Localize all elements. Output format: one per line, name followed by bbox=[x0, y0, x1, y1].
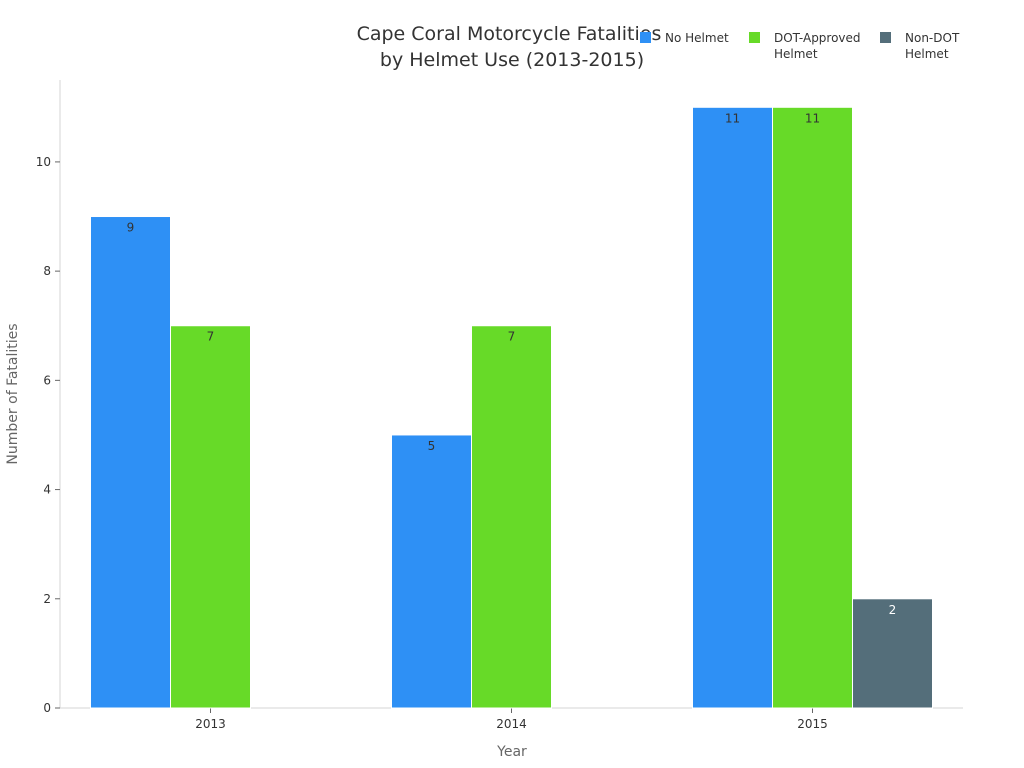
legend-label: Helmet bbox=[905, 47, 949, 61]
chart-title-line-1: Cape Coral Motorcycle Fatalities bbox=[357, 23, 662, 45]
bar-value-label: 11 bbox=[725, 111, 740, 125]
legend-swatch bbox=[749, 32, 760, 43]
bar-value-label: 9 bbox=[127, 221, 135, 235]
y-tick-label: 0 bbox=[43, 701, 51, 715]
x-tick-label: 2013 bbox=[195, 717, 226, 731]
legend-item: DOT-Approved Helmet bbox=[749, 31, 861, 61]
legend-label: DOT-Approved bbox=[774, 31, 861, 45]
bar-value-label: 2 bbox=[889, 603, 897, 617]
bar-value-label: 11 bbox=[805, 111, 820, 125]
bar bbox=[852, 598, 933, 709]
bar bbox=[170, 325, 251, 709]
bar-value-label: 7 bbox=[508, 330, 516, 344]
legend-item: No Helmet bbox=[640, 31, 729, 45]
y-tick-label: 10 bbox=[36, 155, 51, 169]
legend: No Helmet DOT-Approved Helmet Non-DOT Helmet bbox=[640, 31, 960, 61]
legend-label: Non-DOT bbox=[905, 31, 960, 45]
y-axis-title: Number of Fatalities bbox=[5, 323, 21, 464]
y-tick-label: 4 bbox=[43, 483, 51, 497]
legend-label: No Helmet bbox=[665, 31, 729, 45]
chart-title: Cape Coral Motorcycle Fatalities by Helm… bbox=[357, 23, 668, 71]
y-tick-label: 8 bbox=[43, 264, 51, 278]
y-tick-label: 6 bbox=[43, 373, 51, 387]
x-tick-label: 2014 bbox=[496, 717, 527, 731]
bar bbox=[391, 434, 472, 709]
x-axis-title: Year bbox=[496, 744, 527, 760]
legend-swatch bbox=[880, 32, 891, 43]
bar-value-label: 7 bbox=[207, 330, 215, 344]
legend-label: Helmet bbox=[774, 47, 818, 61]
y-tick-label: 2 bbox=[43, 592, 51, 606]
bar bbox=[90, 216, 171, 709]
plot-area: 0 2 4 6 8 10 2013 9 7 2014 5 7 2015 11 11 2 bbox=[36, 80, 963, 731]
bar bbox=[471, 325, 552, 709]
legend-swatch bbox=[640, 32, 651, 43]
x-tick-label: 2015 bbox=[797, 717, 828, 731]
bar bbox=[772, 106, 853, 709]
bar bbox=[692, 106, 773, 709]
legend-item: Non-DOT Helmet bbox=[880, 31, 960, 61]
bar-value-label: 5 bbox=[428, 439, 436, 453]
chart-title-line-2: by Helmet Use (2013-2015) bbox=[380, 49, 644, 71]
